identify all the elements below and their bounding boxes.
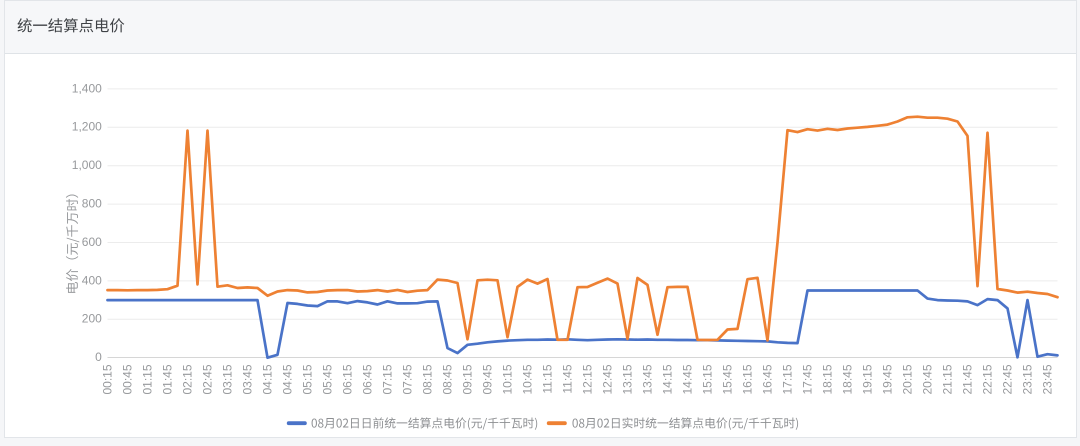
svg-text:01:15: 01:15	[141, 364, 155, 394]
svg-text:04:15: 04:15	[261, 364, 275, 394]
svg-text:02:45: 02:45	[201, 364, 215, 394]
svg-text:02:15: 02:15	[181, 364, 195, 394]
svg-text:00:15: 00:15	[101, 364, 115, 394]
svg-text:1,400: 1,400	[72, 81, 102, 95]
svg-text:1,000: 1,000	[72, 158, 102, 172]
svg-text:06:45: 06:45	[361, 364, 375, 394]
svg-text:08:15: 08:15	[421, 364, 435, 394]
svg-text:09:15: 09:15	[461, 364, 475, 394]
svg-text:16:45: 16:45	[761, 364, 775, 394]
svg-text:06:15: 06:15	[341, 364, 355, 394]
svg-text:14:15: 14:15	[661, 364, 675, 394]
svg-text:10:45: 10:45	[521, 364, 535, 394]
svg-text:20:15: 20:15	[901, 364, 915, 394]
svg-text:08:45: 08:45	[441, 364, 455, 394]
svg-text:11:15: 11:15	[541, 364, 555, 393]
svg-text:19:15: 19:15	[861, 364, 875, 394]
svg-text:03:45: 03:45	[241, 364, 255, 394]
svg-text:05:15: 05:15	[301, 364, 315, 394]
svg-text:05:45: 05:45	[321, 364, 335, 394]
svg-text:07:45: 07:45	[401, 364, 415, 394]
svg-text:17:15: 17:15	[781, 364, 795, 394]
svg-text:13:15: 13:15	[621, 364, 635, 394]
svg-text:18:45: 18:45	[841, 364, 855, 394]
svg-text:00:45: 00:45	[121, 364, 135, 394]
svg-text:200: 200	[82, 312, 102, 326]
svg-text:800: 800	[82, 197, 102, 211]
svg-text:21:45: 21:45	[961, 364, 975, 394]
svg-text:22:45: 22:45	[1001, 364, 1015, 394]
svg-text:12:15: 12:15	[581, 364, 595, 394]
svg-text:19:45: 19:45	[881, 364, 895, 394]
svg-text:13:45: 13:45	[641, 364, 655, 394]
svg-text:15:45: 15:45	[721, 364, 735, 394]
svg-text:0: 0	[95, 350, 102, 364]
svg-text:23:45: 23:45	[1041, 364, 1055, 394]
svg-text:16:15: 16:15	[741, 364, 755, 394]
svg-text:09:45: 09:45	[481, 364, 495, 394]
svg-text:22:15: 22:15	[981, 364, 995, 394]
svg-text:11:45: 11:45	[561, 364, 575, 393]
svg-text:400: 400	[82, 273, 102, 287]
svg-text:20:45: 20:45	[921, 364, 935, 394]
svg-text:12:45: 12:45	[601, 364, 615, 394]
svg-text:03:15: 03:15	[221, 364, 235, 394]
svg-text:14:45: 14:45	[681, 364, 695, 394]
svg-text:17:45: 17:45	[801, 364, 815, 394]
svg-text:21:15: 21:15	[941, 364, 955, 394]
svg-text:10:15: 10:15	[501, 364, 515, 394]
svg-text:1,200: 1,200	[72, 120, 102, 134]
svg-text:04:45: 04:45	[281, 364, 295, 394]
svg-text:23:15: 23:15	[1021, 364, 1035, 394]
svg-text:07:15: 07:15	[381, 364, 395, 394]
svg-text:18:15: 18:15	[821, 364, 835, 394]
svg-text:15:15: 15:15	[701, 364, 715, 394]
svg-text:01:45: 01:45	[161, 364, 175, 394]
svg-text:600: 600	[82, 235, 102, 249]
